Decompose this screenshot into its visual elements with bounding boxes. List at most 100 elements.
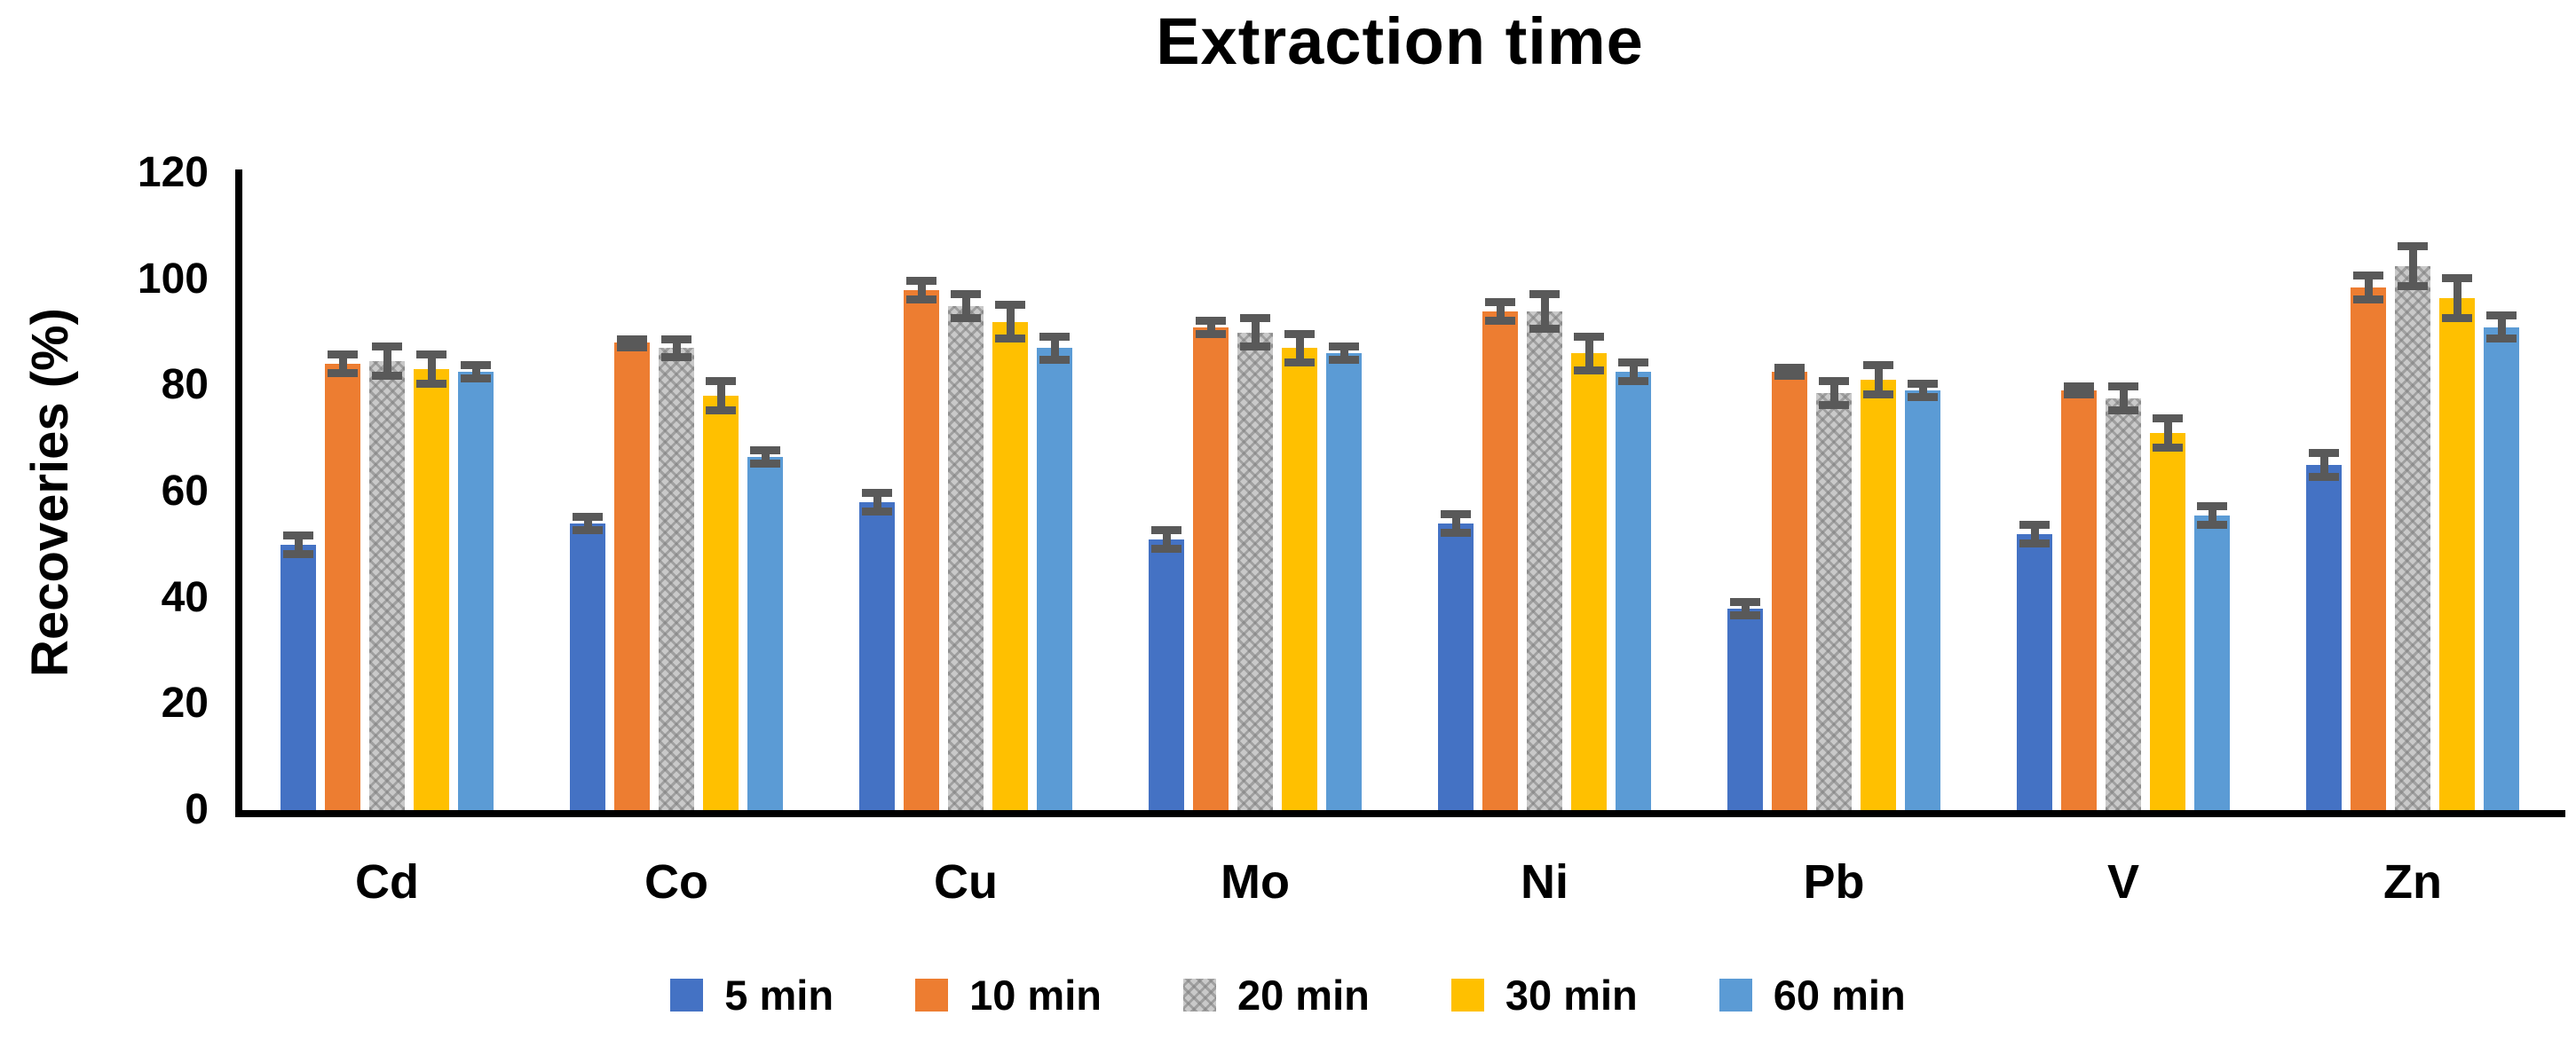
y-tick-label: 120 — [137, 149, 209, 196]
error-bar — [951, 289, 981, 322]
bar-co-20min — [659, 335, 694, 810]
error-bar — [1529, 289, 1560, 333]
bar-mo-30min — [1282, 329, 1317, 810]
bar-cd-5min — [281, 531, 316, 810]
bar-pb-60min — [1905, 380, 1940, 810]
bar-cu-5min — [859, 489, 895, 810]
bar-v-5min — [2017, 520, 2052, 810]
bar-v-30min — [2150, 414, 2185, 810]
error-bar — [2153, 414, 2183, 453]
bar-cu-30min — [992, 300, 1028, 810]
error-bar — [2442, 273, 2472, 322]
category-label-zn: Zn — [2383, 855, 2442, 909]
category-label-cd: Cd — [355, 855, 419, 909]
bar-co-10min — [614, 335, 650, 810]
category-label-v: V — [2106, 855, 2140, 909]
error-bar — [2398, 241, 2428, 290]
error-bar — [1240, 313, 1270, 351]
bar-group-v — [1979, 170, 2268, 810]
error-bar — [416, 350, 446, 389]
error-bar — [1774, 364, 1805, 381]
error-bar — [1329, 342, 1359, 365]
error-bar — [2486, 311, 2517, 343]
x-axis-category-labels: Cd Co Cu Mo Ni Pb V Zn — [242, 854, 2557, 909]
error-bar — [750, 446, 780, 468]
category-label-cu: Cu — [934, 855, 998, 909]
bar-pb-30min — [1861, 361, 1896, 810]
bar-v-60min — [2194, 501, 2230, 810]
legend-label: 5 min — [724, 972, 834, 1019]
bar-zn-30min — [2439, 273, 2475, 810]
bar-group-mo — [1110, 170, 1400, 810]
error-bar — [2064, 382, 2094, 399]
bar-pb-10min — [1772, 364, 1807, 810]
bar-mo-10min — [1193, 316, 1229, 810]
error-bar — [1151, 525, 1181, 553]
bar-group-ni — [1400, 170, 1689, 810]
bar-ni-5min — [1438, 509, 1474, 810]
error-bar — [1284, 329, 1315, 367]
error-bar — [1863, 361, 1893, 399]
category-label-mo: Mo — [1221, 855, 1290, 909]
bar-co-30min — [703, 377, 739, 810]
bar-co-60min — [747, 446, 783, 810]
legend-item-10min: 10 min — [915, 971, 1102, 1019]
bar-group-pb — [1689, 170, 1979, 810]
error-bar — [2197, 501, 2227, 529]
error-bar — [995, 300, 1025, 343]
error-bar — [906, 276, 936, 303]
legend-label: 60 min — [1773, 972, 1906, 1019]
y-tick-label: 60 — [161, 468, 209, 515]
error-bar — [2353, 271, 2383, 303]
bar-group-cd — [242, 170, 532, 810]
error-bar — [573, 512, 603, 534]
legend-marker — [670, 979, 704, 1012]
error-bar — [372, 342, 402, 381]
error-bar — [1908, 380, 1938, 402]
error-bar — [661, 335, 691, 362]
bar-ni-60min — [1616, 358, 1651, 810]
bar-zn-5min — [2306, 449, 2342, 810]
legend-marker — [915, 979, 949, 1012]
bar-cd-60min — [458, 361, 494, 810]
bar-v-10min — [2061, 382, 2097, 810]
error-bar — [1730, 597, 1760, 619]
x-axis-line — [235, 810, 2565, 817]
bar-zn-20min — [2395, 241, 2430, 810]
legend-marker — [1182, 979, 1216, 1012]
error-bar — [2019, 520, 2050, 547]
y-tick-label: 80 — [161, 361, 209, 409]
bar-pb-5min — [1727, 597, 1763, 810]
bar-cu-10min — [904, 276, 939, 810]
bar-cu-60min — [1037, 332, 1072, 810]
legend-marker — [1450, 979, 1484, 1012]
category-label-ni: Ni — [1521, 855, 1569, 909]
error-bar — [328, 350, 358, 378]
legend-item-60min: 60 min — [1719, 971, 1906, 1019]
bar-group-co — [532, 170, 821, 810]
error-bar — [2108, 382, 2138, 415]
y-tick-label: 20 — [161, 680, 209, 728]
category-label-pb: Pb — [1803, 855, 1865, 909]
bar-zn-60min — [2484, 311, 2519, 810]
error-bar — [461, 361, 491, 383]
category-label-co: Co — [644, 855, 708, 909]
error-bar — [283, 531, 313, 558]
bar-pb-20min — [1816, 377, 1852, 810]
error-bar — [1485, 297, 1515, 325]
error-bar — [1441, 509, 1471, 537]
bar-v-20min — [2106, 382, 2141, 810]
bar-mo-20min — [1237, 313, 1273, 810]
bar-ni-30min — [1571, 332, 1607, 810]
error-bar — [1574, 332, 1604, 375]
y-tick-label: 0 — [185, 786, 209, 833]
bar-cd-10min — [325, 350, 360, 810]
bar-ni-10min — [1482, 297, 1518, 810]
error-bar — [2309, 449, 2339, 482]
bar-group-cu — [821, 170, 1110, 810]
legend-label: 20 min — [1237, 972, 1370, 1019]
legend: 5 min 10 min 20 min 30 min 60 min — [0, 971, 2576, 1019]
legend-item-20min: 20 min — [1182, 971, 1370, 1019]
plot-area — [242, 170, 2557, 810]
